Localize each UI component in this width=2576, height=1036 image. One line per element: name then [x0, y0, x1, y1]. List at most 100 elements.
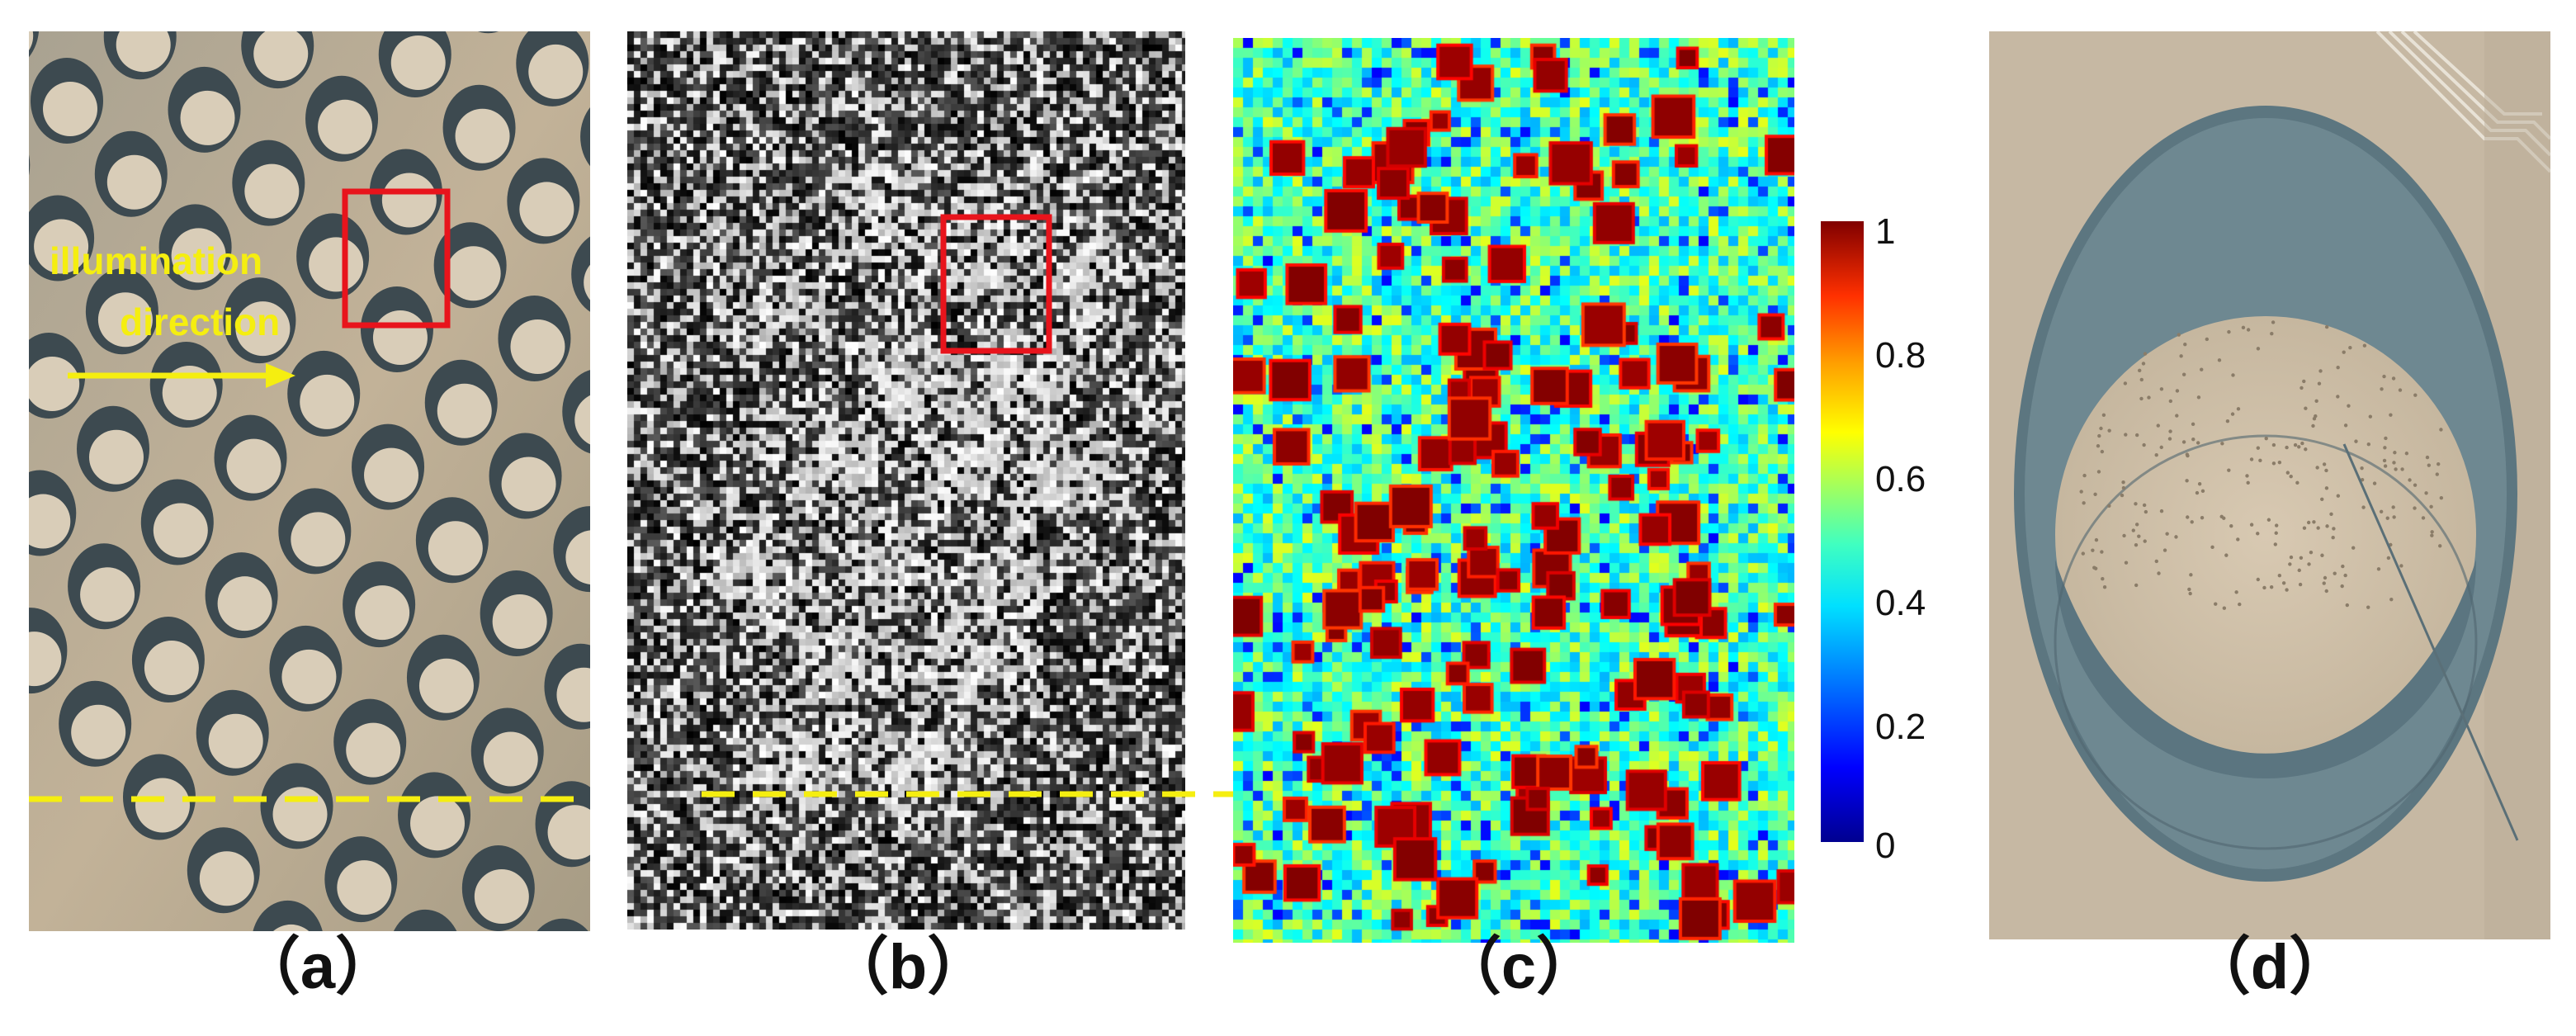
roof-dot: [2200, 489, 2205, 494]
roof-dot: [2436, 461, 2441, 466]
tank-roof: [217, 576, 272, 632]
tank-roof: [116, 31, 171, 73]
roof-dot: [2413, 483, 2418, 487]
tank-roof: [483, 731, 538, 787]
roof-dot: [2159, 509, 2164, 513]
roof-dot: [2311, 423, 2315, 428]
roof-dot: [2438, 544, 2442, 548]
roof-dot: [2225, 419, 2230, 423]
roof-dot: [2380, 387, 2384, 391]
tank-roof: [501, 457, 556, 512]
roof-dot: [2200, 515, 2205, 520]
roof-dot: [2413, 506, 2417, 510]
roof-dot: [2099, 426, 2103, 431]
illumination-label-line2: direction: [120, 300, 281, 343]
roof-dot: [2187, 587, 2191, 592]
tank-roof: [208, 713, 263, 769]
tank-roof: [226, 438, 281, 494]
roof-dot: [2342, 350, 2346, 354]
roof-dot: [2317, 381, 2322, 386]
roof-dot: [2174, 535, 2178, 539]
colorbar: [1821, 221, 1864, 842]
roof-dot: [2231, 373, 2235, 377]
roof-dot: [2137, 368, 2142, 373]
tank-roof: [253, 31, 309, 82]
roof-dot: [2322, 581, 2326, 585]
roof-dot: [2285, 588, 2289, 592]
roof-dot: [2134, 523, 2139, 527]
roof-dot: [2245, 474, 2249, 478]
roof-dot: [2256, 532, 2260, 536]
roof-dot: [2214, 602, 2218, 606]
roof-dot: [2404, 452, 2409, 456]
roof-dot: [2137, 534, 2141, 538]
roof-dot: [2185, 479, 2189, 483]
roof-dot: [2256, 347, 2261, 351]
roof-dot: [2175, 414, 2179, 418]
roof-dot: [2123, 381, 2128, 386]
roof-dot: [2266, 518, 2271, 522]
roof-dot: [2366, 442, 2371, 447]
roof-dot: [2181, 440, 2186, 444]
roof-dot: [2222, 516, 2226, 520]
highlight-box-b: [940, 214, 1052, 354]
tank-closeup-image: [1989, 31, 2550, 939]
optical-image-panel: [29, 31, 590, 931]
colorbar-tick-0.4: 0.4: [1875, 583, 1926, 623]
tank-roof: [584, 264, 590, 300]
roof-dot: [2241, 325, 2246, 330]
tank-roof: [244, 163, 300, 219]
roof-dot: [2269, 585, 2274, 589]
roof-dot: [2299, 386, 2304, 390]
tank-roof: [565, 530, 590, 585]
roof-dot: [2134, 502, 2138, 506]
tank-roof: [346, 722, 401, 778]
roof-dot: [2224, 553, 2229, 557]
roof-dot: [2322, 462, 2327, 466]
roof-dot: [2421, 516, 2426, 520]
roof-dot: [2304, 406, 2308, 410]
roof-dot: [2227, 468, 2231, 472]
tank-roof: [390, 35, 446, 91]
tank-roof: [492, 594, 547, 649]
roof-dot: [2360, 477, 2365, 482]
tank-roof: [80, 567, 135, 622]
tank-roof: [300, 374, 355, 429]
roof-dot: [2312, 520, 2316, 524]
tank-roof: [29, 31, 34, 51]
roof-dot: [2139, 396, 2144, 401]
roof-dot: [2366, 605, 2370, 609]
roof-dot: [2391, 376, 2396, 381]
roof-dot: [2142, 503, 2147, 508]
roof-dot: [2400, 467, 2404, 471]
roof-dot: [2183, 343, 2187, 347]
caption-c: （c）: [1438, 932, 1600, 1002]
roof-dot: [2385, 516, 2389, 520]
roof-dot: [2256, 446, 2261, 450]
roof-dot: [2100, 449, 2105, 454]
roof-dot: [2217, 358, 2222, 362]
roof-dot: [2386, 556, 2391, 561]
roof-dot: [2323, 575, 2328, 580]
roof-dot: [2091, 548, 2095, 552]
roof-dot: [2205, 337, 2210, 342]
tank-roof: [171, 228, 226, 283]
roof-dot: [2101, 577, 2105, 581]
tank-roof: [446, 246, 501, 301]
tank-farm-image: [29, 31, 590, 931]
roof-dot: [2181, 372, 2186, 376]
roof-dot: [2324, 589, 2328, 594]
roof-dot: [2304, 447, 2308, 452]
roof-dot: [2361, 505, 2366, 509]
roof-dot: [2336, 365, 2340, 370]
roof-dot: [2408, 478, 2412, 482]
roof-dot: [2264, 436, 2268, 441]
roof-dot: [2096, 444, 2101, 448]
roof-dot: [2293, 442, 2298, 447]
tank-roof: [574, 395, 590, 445]
roof-dot: [2141, 362, 2146, 366]
tank-roof: [528, 44, 584, 99]
roof-dot: [2134, 583, 2139, 588]
roof-dot: [2312, 416, 2317, 421]
roof-dot: [2159, 445, 2163, 450]
